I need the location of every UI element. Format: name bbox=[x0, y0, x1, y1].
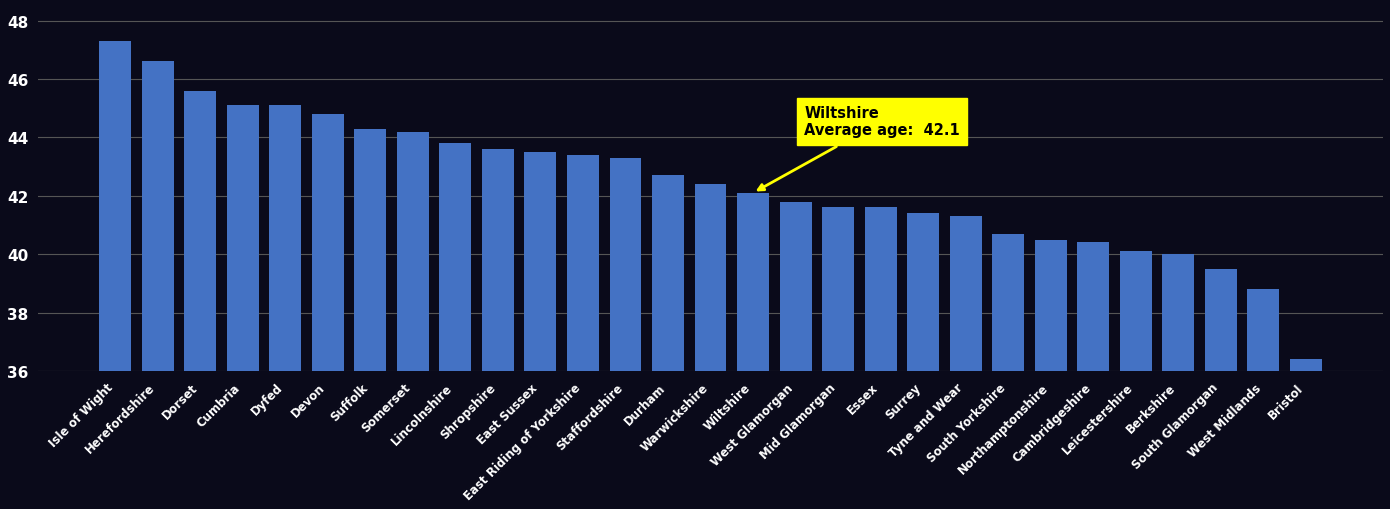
Bar bbox=[1120, 252, 1152, 371]
Bar bbox=[780, 202, 812, 371]
Bar bbox=[354, 129, 386, 371]
Bar bbox=[1247, 290, 1279, 371]
Bar bbox=[652, 176, 684, 371]
Bar bbox=[1290, 359, 1322, 371]
Bar bbox=[311, 115, 343, 371]
Bar bbox=[1162, 254, 1194, 371]
Bar bbox=[482, 150, 514, 371]
Bar bbox=[185, 92, 215, 371]
Bar bbox=[823, 208, 853, 371]
Bar bbox=[439, 144, 471, 371]
Bar bbox=[949, 217, 981, 371]
Bar bbox=[737, 193, 769, 371]
Bar bbox=[695, 185, 727, 371]
Bar bbox=[992, 234, 1024, 371]
Text: Wiltshire
Average age:  42.1: Wiltshire Average age: 42.1 bbox=[758, 106, 960, 190]
Bar bbox=[865, 208, 897, 371]
Bar bbox=[1205, 269, 1237, 371]
Bar bbox=[567, 156, 599, 371]
Bar bbox=[227, 106, 259, 371]
Bar bbox=[99, 42, 131, 371]
Bar bbox=[610, 158, 641, 371]
Bar bbox=[1034, 240, 1066, 371]
Bar bbox=[524, 153, 556, 371]
Bar bbox=[398, 132, 428, 371]
Bar bbox=[270, 106, 302, 371]
Bar bbox=[142, 62, 174, 371]
Bar bbox=[908, 214, 940, 371]
Bar bbox=[1077, 243, 1109, 371]
